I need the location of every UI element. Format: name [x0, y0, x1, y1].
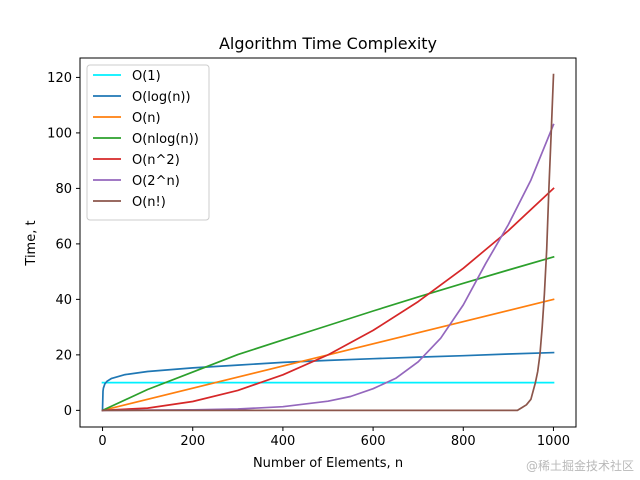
chart-title: Algorithm Time Complexity [219, 34, 437, 53]
legend-label-2: O(n) [132, 111, 161, 126]
y-tick-label: 120 [47, 71, 72, 86]
y-tick-label: 40 [55, 293, 72, 308]
legend-label-4: O(n^2) [132, 153, 180, 168]
legend-label-3: O(nlog(n)) [132, 132, 199, 147]
series-line-6 [101, 73, 555, 412]
legend-label-6: O(n!) [132, 195, 166, 210]
y-tick-label: 60 [55, 237, 72, 252]
x-tick-label: 1000 [537, 434, 570, 449]
series-layer [101, 73, 555, 412]
legend-label-5: O(2^n) [132, 174, 180, 189]
series-line-1 [101, 351, 555, 412]
watermark: @稀土掘金技术社区 [525, 459, 634, 473]
legend: O(1) O(log(n)) O(n) O(nlog(n)) O(n^2) O(2^n) O… [86, 64, 210, 221]
x-tick-label: 200 [180, 434, 205, 449]
y-tick-label: 0 [64, 404, 72, 419]
x-tick-label: 800 [451, 434, 476, 449]
series-line-5 [101, 123, 555, 412]
y-tick-label: 100 [47, 126, 72, 141]
y-axis-label: Time, t [24, 220, 39, 266]
legend-label-1: O(log(n)) [132, 90, 191, 105]
axes-layer: 0 200 400 600 800 1000 0 20 40 60 80 100 120 [47, 71, 570, 449]
y-tick-label: 20 [55, 348, 72, 363]
plot-frame [79, 57, 577, 428]
x-tick-label: 400 [270, 434, 295, 449]
legend-label-0: O(1) [132, 69, 161, 84]
series-line-4 [101, 187, 555, 412]
y-tick-label: 80 [55, 182, 72, 197]
x-axis-label: Number of Elements, n [253, 456, 403, 471]
x-tick-label: 600 [361, 434, 386, 449]
x-tick-label: 0 [98, 434, 106, 449]
legend-box [86, 64, 210, 221]
